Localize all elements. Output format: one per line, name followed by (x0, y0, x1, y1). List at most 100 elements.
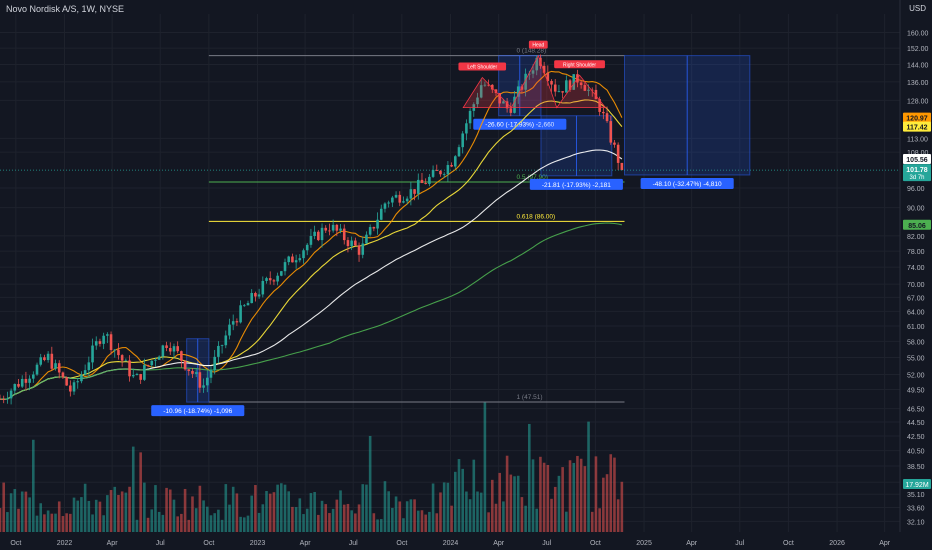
candle-body (28, 378, 31, 383)
volume-bar (217, 509, 220, 532)
candle-body (91, 345, 94, 363)
candle-body (398, 194, 402, 203)
volume-bar (498, 472, 502, 532)
candle-body (191, 370, 194, 374)
volume-bar (265, 490, 268, 532)
volume-bar (398, 501, 402, 532)
candle-body (320, 227, 324, 241)
time-axis[interactable]: Oct 2022 Apr Jul Oct 2023 Apr Jul Oct 2024 Apr Jul O… (0, 532, 932, 550)
price-tick-label: 78.00 (907, 249, 925, 256)
volume-bar (180, 513, 183, 532)
measure-label-bg (473, 118, 567, 130)
candle-body (205, 377, 209, 386)
candle-body (513, 96, 516, 113)
volume-bar (2, 482, 5, 532)
candle-body (261, 280, 265, 295)
volume-bar (335, 499, 339, 532)
candle-body (280, 271, 283, 276)
volume-bar (113, 486, 117, 532)
candle-body (483, 84, 487, 86)
candle-body (368, 227, 372, 235)
volume-bar (220, 519, 224, 532)
volume-bar (117, 494, 120, 532)
candle-body (117, 349, 120, 356)
volume-bar (106, 495, 109, 532)
volume-bar (191, 496, 194, 532)
volume-bar (76, 500, 80, 532)
volume-bar (194, 508, 198, 532)
candle-body (213, 356, 216, 371)
candle-body (528, 73, 531, 75)
volume-bar (209, 515, 213, 532)
volume-bar (235, 493, 239, 532)
candle-body (54, 363, 57, 369)
volume-bar (309, 493, 313, 532)
candle-body (235, 321, 239, 323)
candle-body (609, 121, 613, 143)
price-axis-background (900, 0, 932, 550)
price-tick-label: 32.10 (907, 519, 925, 526)
candle-body (572, 74, 576, 90)
volume-bar (146, 517, 150, 532)
candle-body (546, 72, 550, 81)
volume-bar (250, 495, 253, 532)
moving-averages (0, 70, 623, 400)
volume-bar (379, 519, 383, 532)
volume-bar (594, 456, 598, 532)
price-tick-label: 96.00 (907, 186, 925, 193)
volume-bar (102, 515, 105, 532)
candle-body (420, 179, 424, 183)
candle-body (365, 234, 368, 244)
volume-bar (150, 509, 154, 532)
volume-bar (283, 484, 287, 532)
candle-body (509, 108, 513, 113)
volume-bar (502, 501, 505, 532)
volume-bar (465, 491, 468, 532)
volume-bar (520, 497, 524, 532)
candle-body (194, 372, 198, 374)
candle-body (587, 89, 590, 91)
volume-bar (331, 508, 335, 532)
volume-bar (539, 456, 542, 532)
candle-body (505, 101, 509, 109)
volume-bar (80, 497, 83, 532)
candle-body (128, 360, 131, 377)
candle-body (198, 372, 202, 388)
measure-boxes[interactable]: -10.96 (-18.74%) -1,096 -26.60 (-17.93%) … (151, 55, 751, 417)
volume-bar (65, 513, 68, 532)
head-and-shoulders-pattern[interactable]: Left Shoulder Head Right Shoulder (458, 40, 607, 109)
candle-body (446, 165, 450, 175)
candle-body (150, 360, 154, 366)
volume-bar (431, 483, 435, 532)
pattern-shape (462, 54, 607, 109)
volume-bar (276, 484, 279, 532)
last-price-countdown: 3d 7h (909, 175, 924, 181)
volume-bar (98, 501, 102, 532)
candle-body (379, 208, 383, 220)
volume-bar (528, 423, 531, 532)
time-tick-label: 2022 (57, 540, 73, 547)
price-tick-label: 64.00 (907, 309, 925, 316)
volume-bar (183, 488, 187, 532)
volume-bar (613, 457, 616, 532)
fib-level-label: 1 (47.51) (517, 394, 543, 401)
volume-bar (509, 474, 513, 532)
pattern-label: Head (532, 43, 544, 49)
volume-bar (239, 516, 242, 532)
volume-bar (131, 446, 135, 532)
candle-body (317, 231, 320, 241)
price-tick-label: 42.50 (907, 434, 925, 441)
candle-body (113, 349, 117, 351)
pattern-label-bg (554, 60, 605, 69)
volume-bar (50, 513, 54, 532)
fib-level-label: 0.618 (86.00) (517, 213, 556, 220)
candle-body (257, 294, 261, 297)
price-tick-label: 55.00 (907, 355, 925, 362)
currency-label[interactable]: USD (909, 4, 926, 13)
candle-body (391, 197, 394, 203)
time-tick-label: Oct (396, 540, 407, 547)
volume-bar (546, 464, 550, 532)
volume-bar (94, 499, 98, 532)
